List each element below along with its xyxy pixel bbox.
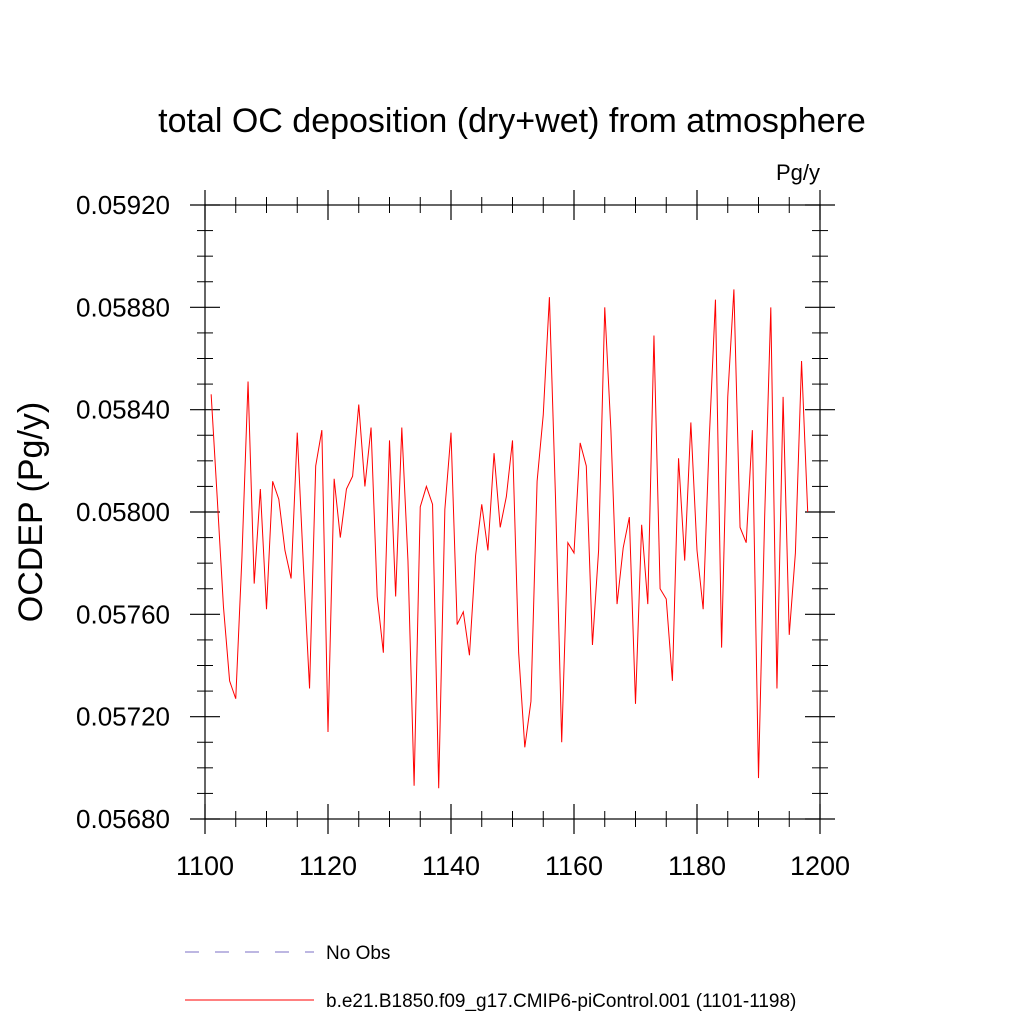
y-axis-ticks: 0.05680 0.05720 0.05760 0.05800 0.05840 0.058… bbox=[76, 190, 835, 834]
x-tick-label: 1180 bbox=[668, 851, 726, 881]
y-axis-label: OCDEP (Pg/y) bbox=[12, 402, 50, 622]
plot-frame bbox=[204, 204, 821, 820]
y-tick-label: 0.05880 bbox=[76, 292, 170, 322]
legend: No Obs b.e21.B1850.f09_g17.CMIP6-piContr… bbox=[185, 943, 796, 1012]
series-lines bbox=[210, 289, 809, 789]
units-label: Pg/y bbox=[776, 160, 820, 185]
x-tick-label: 1200 bbox=[790, 851, 850, 881]
x-tick-label: 1100 bbox=[176, 851, 234, 881]
y-tick-label: 0.05720 bbox=[76, 702, 170, 732]
y-tick-label: 0.05800 bbox=[76, 497, 170, 527]
y-tick-label: 0.05760 bbox=[76, 599, 170, 629]
legend-label-no-obs: No Obs bbox=[326, 943, 390, 964]
y-tick-label: 0.05920 bbox=[76, 190, 170, 220]
legend-label-picontrol: b.e21.B1850.f09_g17.CMIP6-piControl.001 … bbox=[326, 991, 796, 1012]
chart-title: total OC deposition (dry+wet) from atmos… bbox=[158, 102, 866, 140]
series-line-1 bbox=[210, 289, 809, 789]
x-tick-label: 1160 bbox=[545, 851, 603, 881]
plot-border bbox=[204, 204, 821, 820]
x-tick-label: 1140 bbox=[422, 851, 480, 881]
x-axis-ticks: 1100 1120 1140 1160 1180 1200 bbox=[176, 190, 850, 881]
y-tick-label: 0.05680 bbox=[76, 804, 170, 834]
minor-ticks bbox=[197, 197, 828, 827]
x-tick-label: 1120 bbox=[299, 851, 357, 881]
y-tick-label: 0.05840 bbox=[76, 395, 170, 425]
